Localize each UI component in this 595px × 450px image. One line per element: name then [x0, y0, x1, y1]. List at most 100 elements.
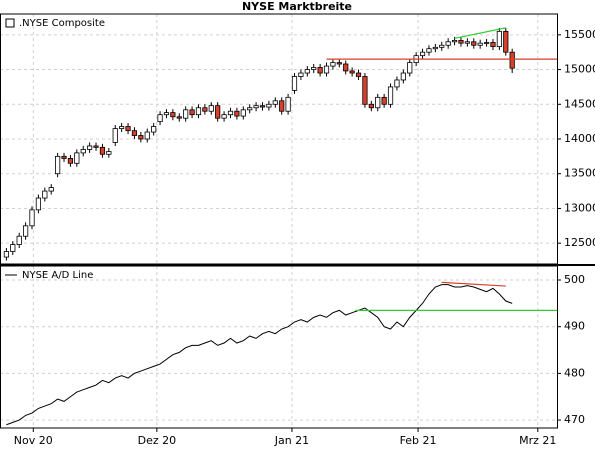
- candle-body: [125, 126, 131, 132]
- y-tick-label: 470: [564, 413, 585, 426]
- x-tick-label: Nov 20: [14, 434, 53, 447]
- candle-body: [387, 86, 394, 105]
- candle-body: [451, 39, 458, 43]
- candle-body: [349, 70, 355, 74]
- candle-body: [189, 109, 195, 116]
- candle-body: [163, 112, 170, 116]
- legend-swatch: [5, 18, 15, 28]
- candle-body: [266, 103, 272, 108]
- candle-body: [464, 41, 470, 44]
- candle-body: [215, 105, 221, 119]
- y-tick-label: 15500: [564, 28, 595, 41]
- candle-body: [119, 126, 125, 129]
- candle-body: [23, 225, 29, 237]
- candle-body: [247, 107, 253, 111]
- candle-body: [80, 149, 86, 154]
- candle-body: [16, 235, 22, 245]
- x-tick-label: Mrz 21: [519, 434, 556, 447]
- candle-body: [253, 105, 259, 109]
- candle-body: [445, 41, 451, 46]
- candle-body: [336, 62, 342, 65]
- candle-body: [61, 155, 67, 159]
- x-tick-label: Jan 21: [274, 434, 309, 447]
- candle-body: [42, 190, 48, 199]
- candle-body: [375, 96, 381, 109]
- candle-body: [74, 152, 80, 164]
- candle-body: [35, 197, 42, 211]
- candle-body: [394, 79, 400, 88]
- candle-body: [368, 103, 374, 109]
- candle-body: [106, 151, 112, 155]
- candle-body: [471, 41, 477, 46]
- line-series: [6, 284, 513, 426]
- candle-body: [509, 51, 515, 69]
- candle-body: [176, 116, 182, 119]
- candle-body: [407, 62, 413, 74]
- candle-body: [400, 72, 406, 81]
- candle-body: [496, 30, 502, 48]
- candle-body: [426, 48, 432, 53]
- candle-body: [330, 62, 336, 67]
- y-tick-label: 500: [564, 273, 585, 286]
- candle-body: [355, 72, 362, 77]
- candle-body: [304, 69, 310, 74]
- candle-body: [503, 30, 509, 53]
- annotation-line: [441, 281, 506, 287]
- candle-body: [151, 126, 157, 133]
- candle-body: [48, 187, 54, 192]
- candle-body: [259, 105, 266, 108]
- candle-body: [202, 107, 208, 112]
- candle-body: [10, 244, 16, 252]
- y-tick-label: 13500: [564, 167, 595, 180]
- candle-body: [362, 76, 368, 105]
- candle-body: [144, 131, 150, 140]
- candle-body: [138, 135, 144, 140]
- candle-body: [55, 155, 61, 175]
- candle-body: [419, 51, 426, 57]
- candle-body: [458, 39, 464, 44]
- candle-body: [490, 42, 496, 48]
- candle-body: [131, 130, 138, 136]
- x-tick-label: Feb 21: [400, 434, 437, 447]
- y-tick-label: 12500: [564, 236, 595, 249]
- candle-body: [311, 67, 317, 70]
- y-tick-label: 14000: [564, 132, 595, 145]
- candle-body: [157, 114, 163, 123]
- y-tick-label: 13000: [564, 201, 595, 214]
- candle-body: [291, 76, 298, 91]
- candle-body: [93, 145, 99, 148]
- candle-body: [483, 42, 490, 44]
- legend-label: NYSE A/D Line: [22, 270, 93, 281]
- x-tick-label: Dez 20: [138, 434, 177, 447]
- candle-body: [240, 109, 246, 117]
- candle-body: [87, 145, 93, 150]
- candle-body: [279, 100, 285, 112]
- candle-body: [323, 65, 330, 74]
- candle-body: [195, 107, 202, 116]
- candle-body: [170, 112, 176, 118]
- candle-body: [432, 46, 438, 50]
- candle-body: [3, 251, 10, 258]
- y-tick-label: 15000: [564, 63, 595, 76]
- candle-body: [477, 42, 483, 46]
- candle-body: [272, 100, 278, 105]
- legend-label: .NYSE Composite: [19, 18, 105, 29]
- candle-body: [285, 96, 291, 112]
- candle-body: [381, 96, 387, 105]
- candle-body: [99, 146, 106, 155]
- candle-body: [317, 67, 323, 74]
- y-tick-label: 480: [564, 366, 585, 379]
- candle-body: [343, 63, 349, 72]
- candle-body: [208, 105, 214, 112]
- y-tick-label: 490: [564, 320, 585, 333]
- candle-body: [298, 72, 304, 77]
- candle-body: [221, 114, 227, 119]
- chart-title: NYSE Marktbreite: [242, 0, 352, 13]
- candle-body: [112, 128, 118, 143]
- candle-body: [29, 209, 35, 227]
- y-tick-label: 14500: [564, 97, 595, 110]
- candle-body: [227, 110, 234, 116]
- candle-body: [234, 110, 240, 117]
